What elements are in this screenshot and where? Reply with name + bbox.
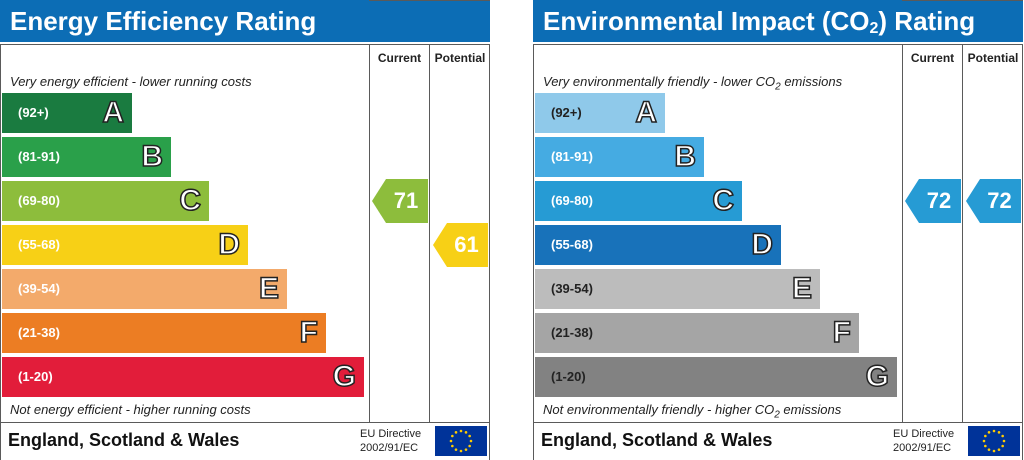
footer-directive: EU Directive 2002/91/EC <box>893 427 954 455</box>
band-range-label: (21-38) <box>551 325 593 340</box>
eu-star-icon <box>449 439 453 443</box>
environmental-impact-panel: Environmental Impact (CO2) Rating Curren… <box>533 0 1024 460</box>
band-e: (39-54) E <box>2 269 287 309</box>
footer-region: England, Scotland & Wales <box>8 430 240 450</box>
band-letter: D <box>751 227 774 262</box>
eu-star-icon <box>464 448 468 451</box>
band-letter: E <box>258 271 280 306</box>
band-range-label: (1-20) <box>18 369 53 384</box>
divider <box>429 44 430 422</box>
eu-star-icon <box>451 434 454 438</box>
band-b: (81-91) B <box>535 137 704 177</box>
column-header-potential: Potential <box>967 51 1019 65</box>
eu-star-icon <box>984 434 987 438</box>
eu-star-icon <box>469 439 473 443</box>
band-g: (1-20) G <box>2 357 364 397</box>
divider <box>902 44 903 422</box>
eu-star-icon <box>1001 444 1004 448</box>
eu-star-icon <box>464 431 468 434</box>
eu-star-icon <box>1002 439 1006 443</box>
band-b: (81-91) B <box>2 137 171 177</box>
eu-star-icon <box>997 431 1001 434</box>
band-range-label: (81-91) <box>18 149 60 164</box>
eu-star-icon <box>454 431 458 434</box>
band-letter: F <box>299 315 319 350</box>
band-c: (69-80) C <box>535 181 742 221</box>
divider <box>902 0 1023 1</box>
eu-star-icon <box>997 448 1001 451</box>
band-a: (92+) A <box>2 93 132 133</box>
directive-code: 2002/91/EC <box>893 442 952 454</box>
band-d: (55-68) D <box>535 225 781 265</box>
band-c: (69-80) C <box>2 181 209 221</box>
band-range-label: (55-68) <box>551 237 593 252</box>
panel-title: Energy Efficiency Rating <box>0 0 490 42</box>
bottom-caption: Not energy efficient - higher running co… <box>10 402 251 417</box>
energy-efficiency-panel: Energy Efficiency Rating Current Potenti… <box>0 0 492 460</box>
band-letter: E <box>791 271 813 306</box>
band-range-label: (1-20) <box>551 369 586 384</box>
column-header-potential: Potential <box>434 51 486 65</box>
directive-line: EU Directive <box>360 428 422 440</box>
footer-directive: EU Directive 2002/91/EC <box>360 427 421 455</box>
chart-frame <box>0 44 490 460</box>
top-caption: Very environmentally friendly - lower CO… <box>543 74 843 93</box>
band-g: (1-20) G <box>535 357 897 397</box>
band-range-label: (55-68) <box>18 237 60 252</box>
eu-flag-icon <box>435 426 487 456</box>
band-range-label: (81-91) <box>551 149 593 164</box>
band-letter: A <box>102 95 125 130</box>
band-letter: G <box>865 359 890 394</box>
band-letter: D <box>218 227 241 262</box>
band-range-label: (69-80) <box>18 193 60 208</box>
divider <box>369 44 370 422</box>
band-letter: B <box>141 139 164 174</box>
eu-star-icon <box>1001 434 1004 438</box>
eu-star-icon <box>451 444 454 448</box>
footer-region: England, Scotland & Wales <box>541 430 773 450</box>
band-range-label: (39-54) <box>18 281 60 296</box>
top-caption: Very energy efficient - lower running co… <box>10 74 252 89</box>
eu-flag-icon <box>968 426 1020 456</box>
eu-star-icon <box>987 431 991 434</box>
column-header-current: Current <box>910 51 955 65</box>
eu-star-icon <box>468 434 471 438</box>
panel-title: Environmental Impact (CO2) Rating <box>533 0 1023 42</box>
band-f: (21-38) F <box>2 313 326 353</box>
band-letter: G <box>332 359 357 394</box>
eu-star-icon <box>454 448 458 451</box>
band-letter: B <box>674 139 697 174</box>
band-f: (21-38) F <box>535 313 859 353</box>
divider <box>369 0 490 1</box>
band-range-label: (39-54) <box>551 281 593 296</box>
divider <box>533 422 1023 423</box>
column-header-current: Current <box>377 51 422 65</box>
band-e: (39-54) E <box>535 269 820 309</box>
band-letter: A <box>635 95 658 130</box>
eu-star-icon <box>992 429 996 433</box>
chart-frame <box>533 44 1023 460</box>
eu-star-icon <box>459 429 463 433</box>
band-d: (55-68) D <box>2 225 248 265</box>
band-range-label: (92+) <box>18 105 49 120</box>
band-letter: C <box>179 183 202 218</box>
eu-star-icon <box>984 444 987 448</box>
band-range-label: (92+) <box>551 105 582 120</box>
band-range-label: (69-80) <box>551 193 593 208</box>
directive-code: 2002/91/EC <box>360 442 419 454</box>
eu-star-icon <box>459 449 463 453</box>
current-rating-arrow: 71 <box>372 179 428 223</box>
divider <box>962 44 963 422</box>
band-letter: F <box>832 315 852 350</box>
eu-star-icon <box>987 448 991 451</box>
bottom-caption: Not environmentally friendly - higher CO… <box>543 402 842 421</box>
eu-star-icon <box>468 444 471 448</box>
eu-star-icon <box>982 439 986 443</box>
directive-line: EU Directive <box>893 428 955 440</box>
band-a: (92+) A <box>535 93 665 133</box>
divider <box>0 422 490 423</box>
band-range-label: (21-38) <box>18 325 60 340</box>
eu-star-icon <box>992 449 996 453</box>
band-letter: C <box>712 183 735 218</box>
